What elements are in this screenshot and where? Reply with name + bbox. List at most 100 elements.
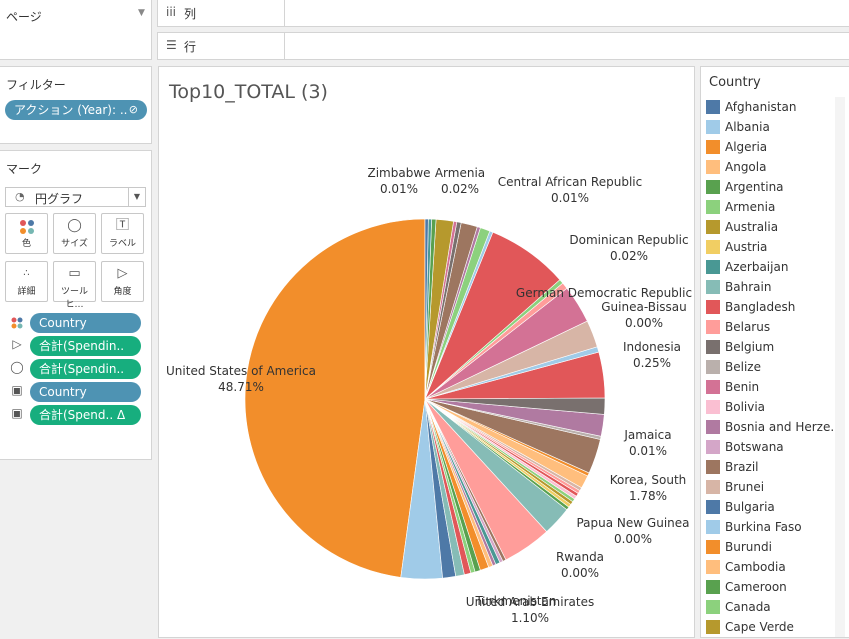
slice-label-name: Dominican Republic	[569, 233, 688, 247]
legend-item[interactable]: Cape Verde	[706, 617, 836, 637]
size-icon: ◯	[67, 218, 82, 233]
legend-item[interactable]: Brazil	[706, 457, 836, 477]
label-icon: ▣	[11, 383, 23, 397]
legend-swatch	[706, 420, 720, 434]
slice-label-name: Turkmenistan	[475, 594, 557, 608]
slice-label-name: Papua New Guinea	[576, 516, 689, 530]
rows-label: 行	[184, 40, 197, 54]
legend-item[interactable]: Burkina Faso	[706, 517, 836, 537]
legend-item[interactable]: Belize	[706, 357, 836, 377]
mark-type-dropdown[interactable]: ◔ 円グラフ ▼	[5, 187, 146, 207]
legend-item[interactable]: Argentina	[706, 177, 836, 197]
legend-item[interactable]: Bangladesh	[706, 297, 836, 317]
color-dots-icon	[10, 316, 24, 333]
slice-label-name: United States of America	[166, 364, 316, 378]
legend-item-label: Cambodia	[725, 560, 786, 574]
legend-item[interactable]: Bulgaria	[706, 497, 836, 517]
label-button[interactable]: 🅃 ラベル	[101, 213, 144, 254]
legend-item[interactable]: Bosnia and Herze..	[706, 417, 838, 437]
pill-spending-angle[interactable]: 合計(Spendin..	[30, 336, 141, 356]
legend-item[interactable]: Azerbaijan	[706, 257, 836, 277]
legend-item[interactable]: Bahrain	[706, 277, 836, 297]
legend-item[interactable]: Brunei	[706, 477, 836, 497]
pill-country-label[interactable]: Country	[30, 382, 141, 402]
angle-button[interactable]: ▷ 角度	[101, 261, 144, 302]
legend-item[interactable]: Belarus	[706, 317, 836, 337]
slice-label-value: 0.00%	[625, 316, 663, 330]
legend-swatch	[706, 460, 720, 474]
filter-pill[interactable]: アクション (Year): .. ⊘	[5, 100, 147, 120]
pages-label: ページ	[6, 10, 42, 24]
label-icon: ▣	[11, 406, 23, 420]
slice-label-value: 0.00%	[561, 566, 599, 580]
legend-swatch	[706, 540, 720, 554]
rows-icon: ☰	[166, 38, 177, 52]
legend-item-label: Belgium	[725, 340, 775, 354]
legend-item[interactable]: Albania	[706, 117, 836, 137]
legend-item-label: Albania	[725, 120, 770, 134]
color-button-label: 色	[21, 239, 31, 249]
slice-label-value: 0.01%	[551, 191, 589, 205]
pill-spending-size[interactable]: 合計(Spendin..	[30, 359, 141, 379]
legend-swatch	[706, 300, 720, 314]
pie-slice[interactable]	[424, 218, 429, 400]
legend-item-label: Armenia	[725, 200, 776, 214]
slice-label-name: German Democratic Republic	[516, 286, 692, 300]
legend-item[interactable]: Burundi	[706, 537, 836, 557]
color-button[interactable]: 色	[5, 213, 48, 254]
legend-item[interactable]: Botswana	[706, 437, 836, 457]
legend-item[interactable]: Belgium	[706, 337, 836, 357]
legend-item[interactable]: Australia	[706, 217, 836, 237]
legend-item-label: Australia	[725, 220, 779, 234]
tooltip-button-label: ツールヒ…	[60, 287, 88, 310]
legend-swatch	[706, 120, 720, 134]
legend-swatch	[706, 620, 720, 634]
legend-swatch	[706, 580, 720, 594]
legend-item[interactable]: Cameroon	[706, 577, 836, 597]
legend-swatch	[706, 280, 720, 294]
color-legend: Country Afghanistan Albania Algeria Angola A…	[700, 66, 849, 638]
pages-card: ページ ▼	[0, 0, 152, 60]
pill-country-color[interactable]: Country	[30, 313, 141, 333]
pie-icon: ◔	[15, 190, 25, 203]
legend-item-label: Burkina Faso	[725, 520, 802, 534]
legend-scrollbar[interactable]	[835, 97, 845, 637]
legend-item-label: Canada	[725, 600, 771, 614]
legend-item[interactable]: Algeria	[706, 137, 836, 157]
legend-item-label: Benin	[725, 380, 760, 394]
legend-item-label: Botswana	[725, 440, 784, 454]
rows-shelf[interactable]: ☰ 行	[157, 32, 849, 60]
detail-button[interactable]: ∴ 詳細	[5, 261, 48, 302]
legend-item-label: Belize	[725, 360, 761, 374]
columns-shelf[interactable]: iii 列	[157, 0, 849, 27]
slice-label-name: United Arab Emirates	[466, 595, 594, 609]
slice-label-value: 0.01%	[629, 444, 667, 458]
legend-item[interactable]: Bolivia	[706, 397, 836, 417]
shelf-divider	[284, 0, 285, 26]
legend-item-label: Afghanistan	[725, 100, 797, 114]
pill-spending-label[interactable]: 合計(Spend.. Δ	[30, 405, 141, 425]
legend-item[interactable]: Angola	[706, 157, 836, 177]
legend-swatch	[706, 140, 720, 154]
pie-slice[interactable]	[244, 218, 426, 578]
slice-label-name: Central African Republic	[498, 175, 642, 189]
tooltip-button[interactable]: ▭ ツールヒ…	[53, 261, 96, 310]
slice-label-value: 1.78%	[629, 489, 667, 503]
legend-item-label: Brazil	[725, 460, 759, 474]
legend-item-label: Cape Verde	[725, 620, 794, 634]
size-icon: ◯	[10, 360, 24, 374]
legend-item[interactable]: Austria	[706, 237, 836, 257]
label-icon: 🅃	[115, 218, 129, 233]
link-icon: ⊘	[128, 103, 138, 116]
slice-label-value: 0.02%	[610, 249, 648, 263]
legend-item[interactable]: Canada	[706, 597, 836, 617]
legend-item[interactable]: Afghanistan	[706, 97, 836, 117]
slice-label-name: Korea, South	[610, 473, 687, 487]
chevron-down-icon[interactable]: ▼	[138, 8, 145, 18]
size-button[interactable]: ◯ サイズ	[53, 213, 96, 254]
legend-item[interactable]: Armenia	[706, 197, 836, 217]
legend-item[interactable]: Cambodia	[706, 557, 836, 577]
legend-item[interactable]: Benin	[706, 377, 836, 397]
legend-swatch	[706, 100, 720, 114]
legend-swatch	[706, 180, 720, 194]
